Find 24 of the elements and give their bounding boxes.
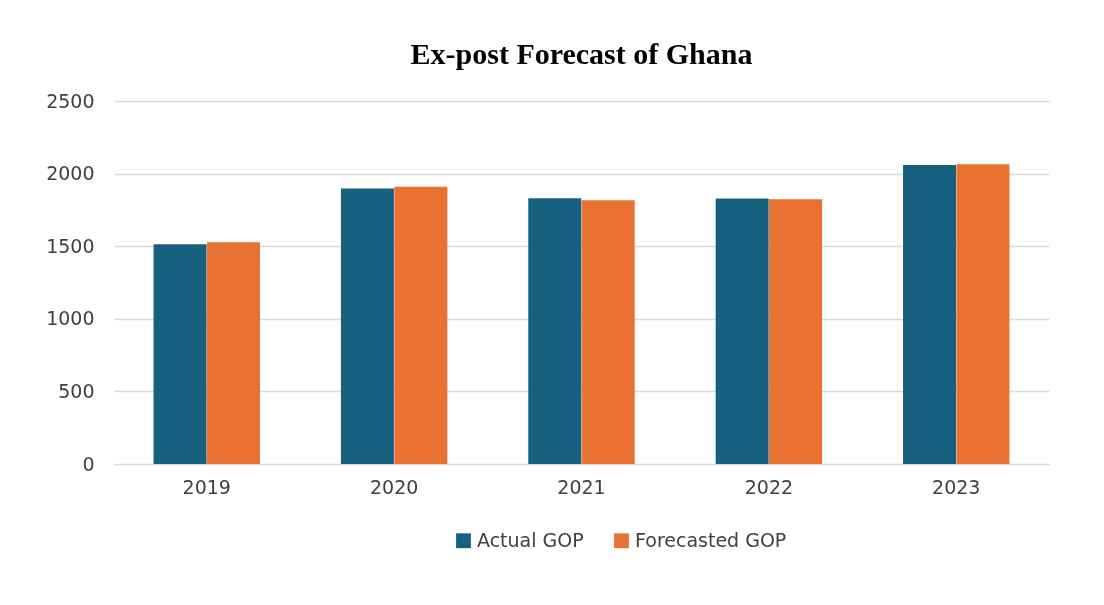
bar bbox=[394, 186, 448, 464]
y-tick-label: 1500 bbox=[46, 234, 95, 257]
bar bbox=[715, 198, 769, 464]
x-tick-label: 2021 bbox=[557, 475, 606, 498]
y-tick-label: 0 bbox=[82, 452, 95, 475]
bar bbox=[903, 164, 957, 464]
bar bbox=[206, 242, 260, 464]
bar bbox=[153, 244, 207, 464]
y-tick-label: 2000 bbox=[46, 162, 95, 185]
x-tick-label: 2020 bbox=[369, 475, 419, 498]
bar bbox=[956, 164, 1010, 464]
bar bbox=[581, 200, 635, 464]
x-tick-label: 2022 bbox=[744, 475, 794, 498]
legend-label: Actual GOP bbox=[477, 528, 584, 551]
y-tick-label: 2500 bbox=[46, 89, 95, 112]
bar bbox=[528, 198, 582, 464]
legend-label: Forecasted GOP bbox=[635, 528, 787, 551]
bar bbox=[340, 188, 394, 464]
y-tick-label: 1000 bbox=[46, 307, 95, 330]
chart-title: Ex-post Forecast of Ghana bbox=[410, 37, 753, 70]
bar bbox=[769, 199, 823, 464]
x-tick-label: 2023 bbox=[932, 475, 981, 498]
y-tick-label: 500 bbox=[58, 379, 95, 402]
x-tick-label: 2019 bbox=[182, 475, 231, 498]
